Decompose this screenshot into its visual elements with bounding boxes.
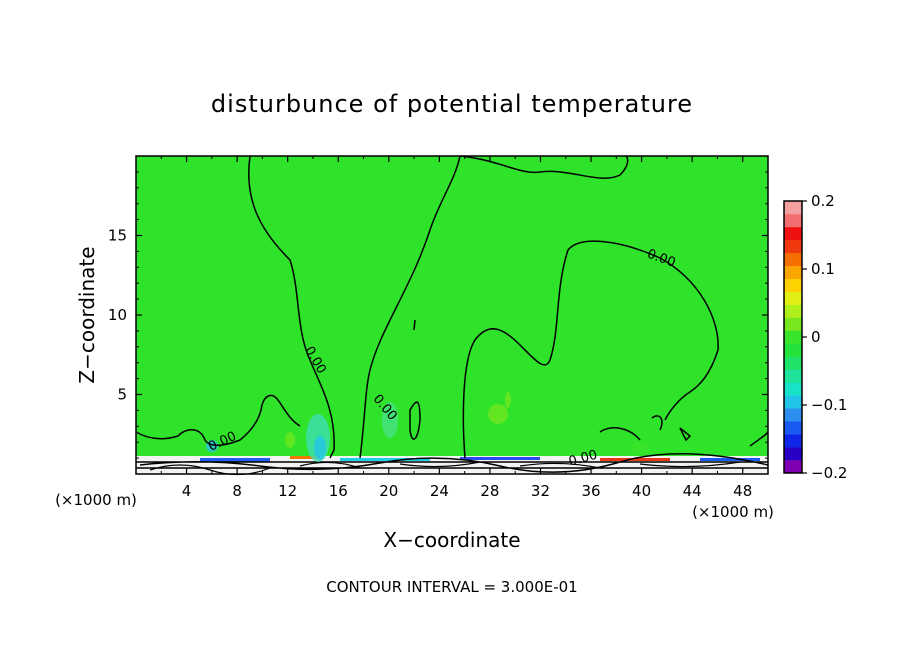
colorbar-tick-label: 0 — [811, 328, 821, 346]
colorbar-cell — [784, 265, 802, 280]
colorbar-cell — [784, 239, 802, 254]
colorbar-tick-label: −0.2 — [811, 464, 847, 482]
colorbar-cells — [784, 201, 802, 474]
y-tick-label: 10 — [108, 306, 127, 324]
x-tick-label: 36 — [581, 482, 600, 500]
colorbar-cell — [784, 252, 802, 267]
colorbar-cell — [784, 304, 802, 318]
colorbar-cell — [784, 317, 802, 331]
plot-area: 0.00 0.00 0.00 0.00 0.00 4 8 12 16 20 24 28 32 3… — [108, 155, 769, 500]
colorbar-tick-label: 0.1 — [811, 260, 835, 278]
x-axis-ticks: 4 8 12 16 20 24 28 32 36 40 44 48 — [160, 156, 752, 500]
colorbar-cell — [784, 408, 802, 422]
field-background — [136, 156, 768, 474]
colorbar-cell — [784, 278, 802, 292]
x-tick-label: 4 — [182, 482, 192, 500]
colorbar-cell — [784, 382, 802, 396]
colorbar-cell — [784, 460, 802, 474]
colorbar-cell — [784, 421, 802, 435]
contour-label-surface: 0.00 — [567, 448, 599, 470]
colorbar: 0.2 0.1 0 −0.1 −0.2 — [783, 192, 847, 482]
x-tick-label: 48 — [733, 482, 752, 500]
x-tick-label: 40 — [632, 482, 651, 500]
zero-contours — [135, 155, 769, 459]
x-tick-label: 20 — [379, 482, 398, 500]
colorbar-cell — [784, 369, 802, 383]
y-axis-label: Z−coordinate — [75, 246, 99, 383]
x-unit-right: (×1000 m) — [692, 503, 774, 521]
y-axis-ticks: 5 10 15 — [108, 171, 768, 459]
x-tick-label: 32 — [531, 482, 550, 500]
x-unit-left: (×1000 m) — [55, 491, 137, 509]
x-tick-label: 44 — [683, 482, 702, 500]
surface-noise-band — [136, 452, 769, 476]
colorbar-cell — [784, 213, 802, 228]
x-axis-label: X−coordinate — [383, 528, 520, 552]
chart-title: disturbunce of potential temperature — [211, 90, 693, 118]
colorbar-cell — [784, 447, 802, 461]
colorbar-cell — [784, 434, 802, 448]
x-tick-label: 24 — [430, 482, 449, 500]
colorbar-cell — [784, 343, 802, 357]
colorbar-cell — [784, 226, 802, 241]
colorbar-cell — [784, 291, 802, 305]
colorbar-labels: 0.2 0.1 0 −0.1 −0.2 — [802, 192, 847, 482]
x-tick-label: 8 — [232, 482, 242, 500]
colorbar-cell — [784, 201, 802, 215]
y-tick-label: 5 — [117, 386, 127, 404]
contour-interval-footer: CONTOUR INTERVAL = 3.000E-01 — [326, 578, 577, 596]
x-tick-label: 12 — [278, 482, 297, 500]
colorbar-cell — [784, 356, 802, 370]
x-tick-label: 16 — [329, 482, 348, 500]
colorbar-cell — [784, 395, 802, 409]
colorbar-cell — [784, 330, 802, 344]
colorbar-tick-label: 0.2 — [811, 192, 835, 210]
x-tick-label: 28 — [480, 482, 499, 500]
y-tick-label: 15 — [108, 227, 127, 245]
colorbar-tick-label: −0.1 — [811, 396, 847, 414]
